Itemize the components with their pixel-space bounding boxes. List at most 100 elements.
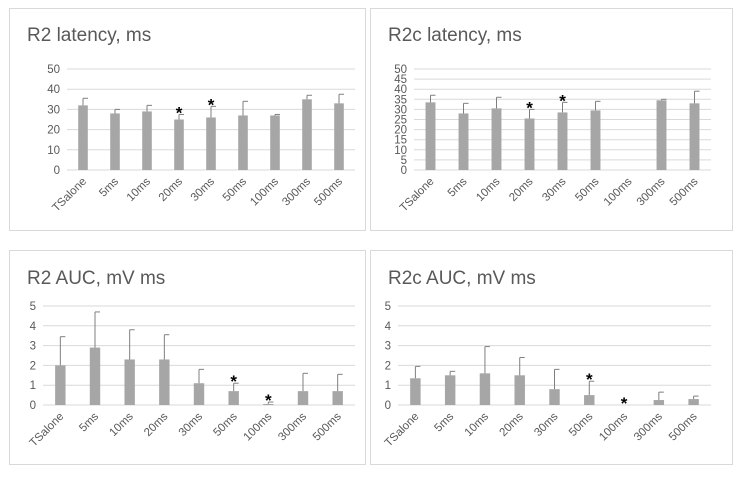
x-tick-label: 30ms xyxy=(532,410,561,439)
x-tick-label: 20ms xyxy=(142,410,171,439)
x-tick-label: 100ms xyxy=(597,410,630,443)
significance-marker: * xyxy=(176,103,183,122)
bar xyxy=(425,102,436,170)
y-tick-label: 45 xyxy=(394,74,407,86)
significance-marker: * xyxy=(526,98,533,117)
bar xyxy=(491,108,502,170)
x-tick-label: 500ms xyxy=(667,410,700,443)
x-tick-label: 500ms xyxy=(668,175,701,208)
y-tick-label: 5 xyxy=(401,155,407,167)
bar xyxy=(263,404,274,405)
bar xyxy=(174,119,184,170)
y-tick-label: 25 xyxy=(394,115,407,127)
y-tick-label: 30 xyxy=(47,104,60,116)
significance-marker: * xyxy=(208,95,215,114)
x-tick-label: 5ms xyxy=(97,175,121,199)
y-tick-label: 15 xyxy=(394,135,407,147)
chart-title: R2c AUC, mV ms xyxy=(388,268,536,289)
bar xyxy=(444,375,456,405)
x-tick-label: 500ms xyxy=(312,175,345,208)
chart-svg-r2-latency: R2 latency, ms 0 10 20 30 40 50 TSalone 5ms 10ms *… xyxy=(27,25,355,215)
x-tick-label: TSalone xyxy=(50,176,89,215)
y-tick-label: 0 xyxy=(54,165,60,177)
bar xyxy=(557,112,568,170)
bar xyxy=(332,391,343,405)
y-tick-label: 5 xyxy=(30,301,36,313)
y-tick-label: 5 xyxy=(385,301,391,313)
chart-panel-r2-latency: R2 latency, ms 0 10 20 30 40 50 TSalone 5ms 10ms *… xyxy=(9,8,366,231)
x-tick-label: 5ms xyxy=(432,410,456,434)
y-tick-label: 20 xyxy=(47,125,60,137)
y-tick-label: 40 xyxy=(47,84,60,96)
x-tick-label: 10ms xyxy=(463,410,492,439)
x-tick-label: 30ms xyxy=(177,410,206,439)
bar xyxy=(193,383,205,405)
chart-title: R2 AUC, mV ms xyxy=(27,268,165,289)
bar xyxy=(479,373,491,405)
bar xyxy=(688,399,699,405)
chart-title: R2 latency, ms xyxy=(27,25,151,46)
bar xyxy=(524,118,535,170)
significance-marker: * xyxy=(621,394,628,413)
x-tick-label: 20ms xyxy=(497,410,526,439)
y-tick-label: 10 xyxy=(47,145,60,157)
y-tick-label: 0 xyxy=(401,165,407,177)
bar xyxy=(590,110,601,170)
bar xyxy=(124,359,135,405)
x-tick-label: 10ms xyxy=(107,410,136,439)
x-tick-label: 100ms xyxy=(242,410,275,443)
y-tick-label: 30 xyxy=(394,104,407,116)
y-tick-label: 20 xyxy=(394,125,407,137)
bar xyxy=(549,389,560,405)
bar xyxy=(270,115,280,170)
bar xyxy=(458,113,469,170)
y-tick-label: 2 xyxy=(385,360,391,372)
bar xyxy=(656,100,667,170)
y-tick-label: 50 xyxy=(394,64,407,76)
y-tick-label: 4 xyxy=(385,321,392,333)
x-tick-label: 300ms xyxy=(632,410,665,443)
bar xyxy=(334,103,344,170)
significance-marker: * xyxy=(559,91,566,110)
y-tick-label: 1 xyxy=(30,380,36,392)
x-tick-label: 10ms xyxy=(125,175,154,204)
chart-title: R2c latency, ms xyxy=(388,25,522,46)
y-tick-label: 3 xyxy=(30,341,36,353)
bar xyxy=(228,391,239,405)
x-tick-label: 30ms xyxy=(540,175,569,204)
y-tick-label: 35 xyxy=(394,94,407,106)
x-tick-label: 100ms xyxy=(248,175,281,208)
y-tick-label: 3 xyxy=(385,341,391,353)
x-tick-label: 300ms xyxy=(280,175,313,208)
x-tick-label: TSalone xyxy=(398,176,437,215)
x-tick-label: 300ms xyxy=(635,175,668,208)
x-tick-label: TSalone xyxy=(383,411,422,450)
x-tick-label: 5ms xyxy=(77,410,101,434)
x-tick-label: 20ms xyxy=(157,175,186,204)
y-tick-label: 50 xyxy=(47,64,60,76)
x-tick-label: 50ms xyxy=(573,175,602,204)
x-tick-label: 100ms xyxy=(602,175,635,208)
bar xyxy=(302,99,312,170)
bar xyxy=(89,347,101,405)
y-tick-label: 0 xyxy=(30,400,36,412)
y-tick-label: 10 xyxy=(394,145,407,157)
chart-panel-r2c-latency: R2c latency, ms 0 5 10 15 20 25 30 35 40 45 50 TSalo… xyxy=(370,8,733,231)
y-tick-label: 1 xyxy=(385,380,391,392)
x-tick-label: 50ms xyxy=(211,410,240,439)
chart-panel-r2-auc: R2 AUC, mV ms 0 1 2 3 4 5 TSalone 5ms 10ms 20ms 30m… xyxy=(9,250,366,465)
x-tick-label: 300ms xyxy=(276,410,309,443)
x-tick-label: 5ms xyxy=(446,175,470,199)
x-tick-label: 10ms xyxy=(474,175,503,204)
significance-marker: * xyxy=(265,391,272,410)
bar xyxy=(55,365,66,405)
bar xyxy=(297,391,309,405)
x-tick-label: 50ms xyxy=(567,410,596,439)
y-tick-label: 0 xyxy=(385,400,391,412)
y-tick-label: 2 xyxy=(30,360,36,372)
significance-marker: * xyxy=(586,370,593,389)
bar xyxy=(410,378,421,405)
y-tick-label: 4 xyxy=(30,321,37,333)
